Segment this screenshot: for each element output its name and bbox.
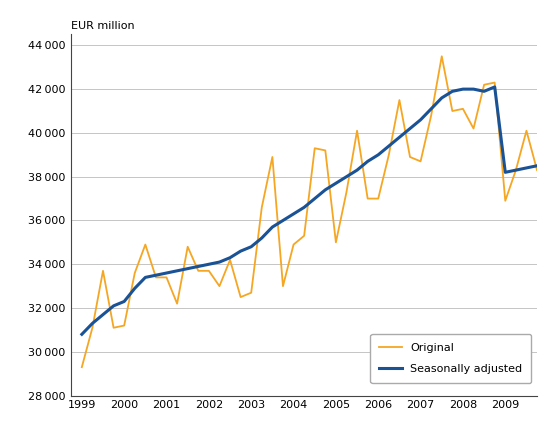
- Seasonally adjusted: [216, 259, 222, 264]
- Seasonally adjusted: [523, 166, 530, 171]
- Original: [523, 128, 530, 133]
- Original: [512, 168, 519, 173]
- Seasonally adjusted: [259, 235, 265, 240]
- Original: [481, 82, 487, 87]
- Original: [174, 301, 180, 306]
- Seasonally adjusted: [311, 196, 318, 201]
- Original: [195, 268, 202, 273]
- Original: [322, 148, 329, 153]
- Original: [248, 290, 254, 295]
- Original: [534, 168, 540, 173]
- Original: [290, 242, 297, 247]
- Original: [153, 275, 159, 280]
- Seasonally adjusted: [512, 168, 519, 173]
- Seasonally adjusted: [375, 152, 381, 157]
- Original: [301, 233, 307, 238]
- Seasonally adjusted: [449, 89, 455, 94]
- Original: [132, 270, 138, 276]
- Line: Seasonally adjusted: Seasonally adjusted: [82, 87, 537, 334]
- Line: Original: Original: [82, 56, 537, 367]
- Seasonally adjusted: [100, 312, 106, 317]
- Seasonally adjusted: [428, 106, 435, 111]
- Original: [279, 283, 286, 289]
- Seasonally adjusted: [364, 159, 371, 164]
- Seasonally adjusted: [460, 86, 466, 92]
- Seasonally adjusted: [78, 332, 85, 337]
- Seasonally adjusted: [396, 135, 403, 140]
- Original: [343, 190, 350, 195]
- Original: [396, 98, 403, 103]
- Original: [259, 205, 265, 210]
- Original: [142, 242, 149, 247]
- Original: [121, 323, 128, 328]
- Seasonally adjusted: [142, 275, 149, 280]
- Text: EUR million: EUR million: [71, 21, 135, 31]
- Seasonally adjusted: [121, 299, 128, 304]
- Seasonally adjusted: [279, 218, 286, 223]
- Seasonally adjusted: [481, 89, 487, 94]
- Seasonally adjusted: [132, 286, 138, 291]
- Seasonally adjusted: [354, 168, 361, 173]
- Original: [227, 257, 233, 262]
- Seasonally adjusted: [185, 266, 191, 271]
- Original: [185, 244, 191, 249]
- Original: [333, 240, 339, 245]
- Original: [428, 113, 435, 118]
- Original: [89, 325, 96, 330]
- Original: [460, 106, 466, 111]
- Seasonally adjusted: [418, 117, 424, 123]
- Seasonally adjusted: [153, 273, 159, 278]
- Seasonally adjusted: [195, 264, 202, 269]
- Seasonally adjusted: [248, 244, 254, 249]
- Original: [449, 108, 455, 114]
- Original: [237, 295, 244, 300]
- Seasonally adjusted: [333, 181, 339, 186]
- Seasonally adjusted: [290, 211, 297, 216]
- Seasonally adjusted: [407, 126, 413, 131]
- Seasonally adjusted: [174, 268, 180, 273]
- Original: [78, 365, 85, 370]
- Original: [100, 268, 106, 273]
- Seasonally adjusted: [534, 163, 540, 168]
- Seasonally adjusted: [470, 86, 477, 92]
- Seasonally adjusted: [227, 255, 233, 260]
- Original: [375, 196, 381, 201]
- Original: [492, 80, 498, 85]
- Seasonally adjusted: [301, 205, 307, 210]
- Seasonally adjusted: [237, 249, 244, 254]
- Legend: Original, Seasonally adjusted: Original, Seasonally adjusted: [370, 334, 532, 383]
- Original: [110, 325, 117, 330]
- Seasonally adjusted: [110, 303, 117, 308]
- Seasonally adjusted: [89, 321, 96, 326]
- Seasonally adjusted: [438, 95, 445, 101]
- Original: [354, 128, 361, 133]
- Original: [418, 159, 424, 164]
- Seasonally adjusted: [502, 170, 509, 175]
- Original: [163, 275, 170, 280]
- Original: [206, 268, 212, 273]
- Seasonally adjusted: [322, 187, 329, 192]
- Original: [470, 126, 477, 131]
- Original: [216, 283, 222, 289]
- Original: [311, 146, 318, 151]
- Seasonally adjusted: [206, 262, 212, 267]
- Original: [364, 196, 371, 201]
- Seasonally adjusted: [163, 270, 170, 276]
- Original: [269, 154, 276, 160]
- Seasonally adjusted: [269, 224, 276, 230]
- Original: [407, 154, 413, 160]
- Original: [438, 54, 445, 59]
- Seasonally adjusted: [386, 144, 392, 149]
- Seasonally adjusted: [343, 174, 350, 179]
- Original: [502, 198, 509, 203]
- Original: [386, 152, 392, 157]
- Seasonally adjusted: [492, 84, 498, 89]
